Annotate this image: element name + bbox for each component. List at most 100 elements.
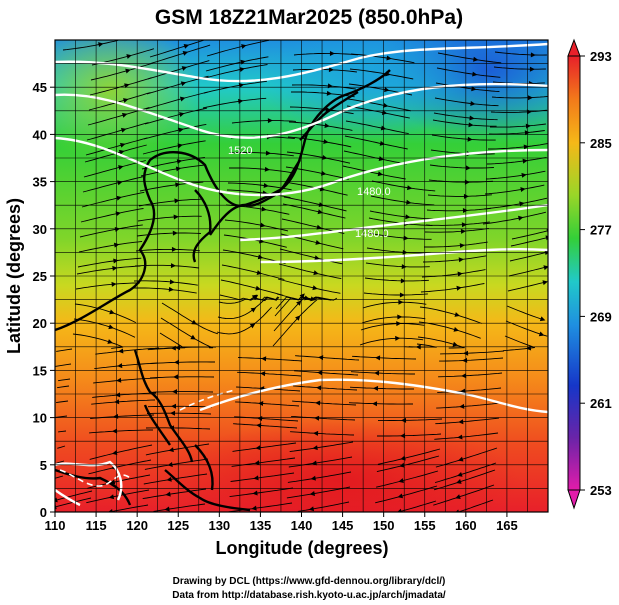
streamline-arrowhead — [473, 56, 479, 62]
streamline — [233, 423, 298, 429]
streamline — [288, 121, 353, 131]
streamline — [293, 52, 358, 56]
streamline — [203, 80, 267, 94]
streamline-arrowhead — [116, 377, 122, 383]
streamline — [112, 504, 149, 512]
streamline — [375, 485, 438, 504]
streamline — [482, 211, 547, 225]
streamline-arrowhead — [299, 293, 305, 299]
streamline-arrowhead — [112, 265, 118, 271]
colorbar-tick-label: 261 — [590, 396, 612, 411]
streamline — [81, 191, 145, 208]
streamline — [86, 489, 150, 504]
grid-lines — [55, 40, 548, 512]
streamline-arrowhead — [190, 334, 196, 340]
streamline — [377, 448, 441, 465]
streamline — [370, 195, 435, 206]
streamline-arrowhead — [125, 68, 131, 74]
streamline — [438, 372, 503, 378]
streamline-arrowhead — [239, 67, 245, 72]
x-tick-label: 150 — [373, 518, 395, 533]
streamline — [488, 130, 545, 135]
streamline-arrowhead — [172, 230, 178, 236]
streamline-arrowhead — [255, 445, 261, 451]
streamline-arrowhead — [118, 348, 124, 354]
streamline — [436, 402, 501, 409]
streamline — [146, 75, 209, 95]
streamline — [365, 262, 430, 268]
streamline — [422, 255, 487, 263]
streamline-arrowhead — [312, 285, 318, 291]
streamline — [74, 303, 137, 324]
streamline-arrowhead — [398, 299, 404, 305]
streamline-arrowhead — [518, 215, 524, 221]
streamline-arrowhead — [120, 127, 127, 133]
streamline — [346, 105, 410, 119]
streamline — [153, 503, 206, 512]
streamline — [235, 401, 300, 407]
streamline — [287, 136, 352, 148]
streamline-arrowhead — [304, 295, 310, 301]
streamline-arrowhead — [470, 100, 476, 106]
streamline-arrowhead — [472, 71, 478, 77]
streamline-arrowhead — [375, 355, 381, 361]
streamline-arrowhead — [527, 95, 533, 101]
streamline — [142, 488, 207, 500]
streamline — [149, 40, 204, 58]
streamline — [62, 40, 119, 51]
streamline — [57, 445, 66, 449]
streamline — [439, 357, 504, 362]
streamline — [288, 456, 353, 468]
x-axis-label: Longitude (degrees) — [215, 538, 388, 558]
streamline-arrowhead — [121, 112, 128, 118]
streamline-arrowhead — [322, 155, 328, 160]
streamline-arrowhead — [310, 475, 316, 481]
streamline — [292, 400, 357, 406]
wind-streamlines — [55, 40, 548, 512]
streamline-arrowhead — [115, 392, 121, 398]
streamline — [148, 44, 211, 65]
streamline-arrowhead — [459, 403, 465, 409]
streamline — [83, 160, 146, 178]
streamline — [366, 247, 431, 254]
streamline-arrowhead — [265, 150, 271, 156]
streamline-arrowhead — [251, 294, 258, 300]
streamline-arrowhead — [251, 505, 257, 511]
contour-label-3: 1520 — [228, 145, 252, 157]
streamline — [89, 444, 153, 460]
streamline — [161, 302, 219, 335]
streamline — [348, 402, 413, 405]
streamline — [488, 143, 548, 150]
streamline-arrowhead — [545, 235, 548, 241]
streamline — [511, 230, 548, 240]
streamline — [78, 240, 143, 253]
streamline-arrowhead — [525, 123, 531, 129]
streamline — [297, 501, 350, 512]
streamline-arrowhead — [118, 165, 124, 170]
streamline — [79, 224, 143, 238]
streamline-arrowhead — [329, 50, 335, 56]
y-tick-label: 10 — [33, 411, 47, 426]
streamline-arrowhead — [174, 198, 180, 204]
colorbar-top-extend — [567, 38, 581, 57]
streamline-arrowhead — [397, 493, 404, 499]
streamline — [435, 447, 498, 468]
streamline-arrowhead — [406, 199, 412, 205]
y-axis-ticks: 0 5 10 15 20 25 30 35 40 45 — [33, 80, 55, 520]
streamline — [217, 296, 275, 320]
streamline-arrowhead — [123, 98, 129, 103]
streamline — [94, 362, 159, 370]
streamline — [420, 283, 485, 293]
y-tick-label: 40 — [33, 127, 47, 142]
streamline-arrowhead — [467, 136, 473, 142]
streamline — [95, 347, 160, 355]
streamline — [76, 265, 141, 275]
streamline-arrowhead — [458, 257, 464, 263]
streamline-arrowhead — [529, 66, 535, 72]
streamline — [484, 184, 545, 195]
streamline — [437, 52, 502, 64]
streamline-arrowhead — [456, 285, 462, 291]
streamline-arrowhead — [465, 165, 471, 171]
streamline — [216, 306, 272, 335]
streamline-arrowhead — [267, 118, 273, 124]
